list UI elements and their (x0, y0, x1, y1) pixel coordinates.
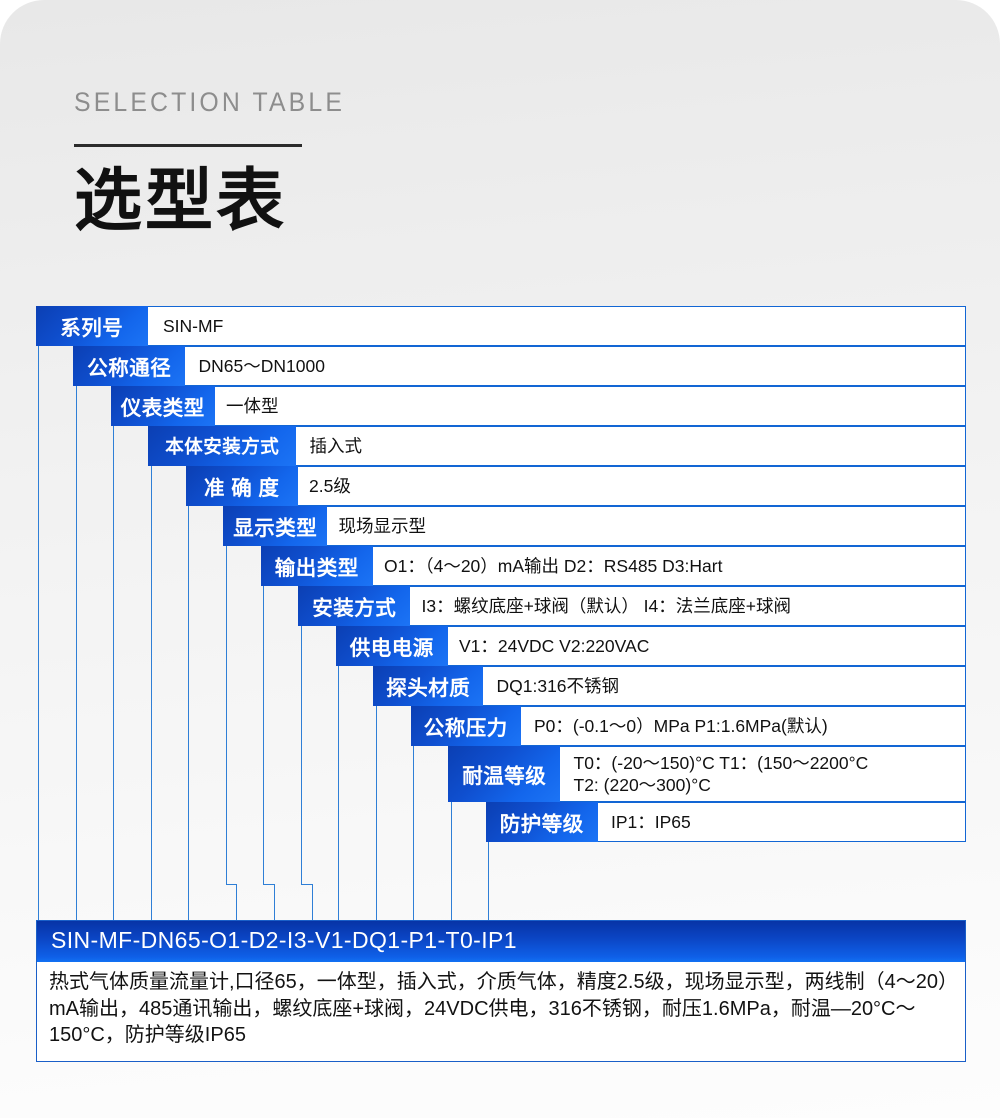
page-header: SELECTION TABLE 选型表 (74, 87, 494, 239)
connector-line (375, 706, 377, 920)
row-label[interactable]: 系列号 (35, 305, 148, 346)
summary-description: 热式气体质量流量计,口径65，一体型，插入式，介质气体，精度2.5级，现场显示型… (37, 962, 965, 1061)
table-row: I3：螺纹底座+球阀（默认） I4：法兰底座+球阀 安装方式 (298, 585, 966, 626)
connector-line (225, 546, 227, 884)
connector-line (300, 626, 302, 884)
connector-line (38, 346, 40, 920)
row-value: 2.5级 (309, 475, 351, 496)
row-value: V1：24VDC V2:220VAC (459, 635, 650, 656)
row-label[interactable]: 安装方式 (298, 585, 411, 626)
row-value: O1：（4～20）mA输出 D2：RS485 D3:Hart (384, 555, 723, 576)
row-label[interactable]: 供电电源 (335, 625, 448, 666)
table-row: O1：（4～20）mA输出 D2：RS485 D3:Hart 输出类型 (260, 545, 966, 586)
table-row: DQ1:316不锈钢 探头材质 (373, 665, 966, 706)
connector-line (274, 884, 276, 920)
row-value: 一体型 (226, 395, 279, 416)
table-row: V1：24VDC V2:220VAC 供电电源 (335, 625, 966, 666)
row-value: T0：(-20～150)°C T1：(150～2200°C T2: (220～3… (573, 752, 869, 795)
connector-line (188, 506, 190, 920)
connector-line (75, 386, 77, 920)
header-divider (74, 143, 302, 147)
row-label[interactable]: 防护等级 (485, 801, 598, 842)
row-label[interactable]: 本体安装方式 (148, 425, 297, 466)
row-value: I3：螺纹底座+球阀（默认） I4：法兰底座+球阀 (421, 595, 792, 616)
table-row: DN65～DN1000 公称通径 (73, 345, 966, 386)
page-title: 选型表 (74, 162, 288, 239)
row-label[interactable]: 准 确 度 (185, 465, 298, 506)
row-value: 插入式 (309, 435, 363, 456)
table-row: 现场显示型 显示类型 (223, 505, 966, 546)
table-row: 2.5级准 确 度 (185, 465, 966, 506)
connector-line (150, 466, 152, 920)
row-label[interactable]: 探头材质 (373, 665, 484, 706)
connector-line (236, 884, 238, 920)
connector-elbow (225, 884, 236, 886)
row-value: P0：(-0.1～0）MPa P1:1.6MPa(默认) (534, 715, 828, 736)
table-row: IP1：IP65 防护等级 (485, 801, 966, 842)
connector-line (311, 884, 313, 920)
table-row: P0：(-0.1～0）MPa P1:1.6MPa(默认) 公称压力 (410, 705, 966, 746)
row-label[interactable]: 公称通径 (73, 345, 186, 386)
connector-line (263, 586, 265, 884)
table-row: SIN-MF 系列号 (35, 305, 966, 346)
table-row: T0：(-20～150)°C T1：(150～2200°C T2: (220～3… (448, 745, 966, 802)
table-row: 一体型 仪表类型 (110, 385, 966, 426)
row-label[interactable]: 仪表类型 (110, 385, 215, 426)
row-value: DN65～DN1000 (198, 355, 325, 376)
row-value: DQ1:316不锈钢 (496, 675, 620, 696)
row-label[interactable]: 耐温等级 (448, 745, 561, 802)
connector-line (413, 746, 415, 920)
summary-model-code: SIN-MF-DN65-O1-D2-I3-V1-DQ1-P1-T0-IP1 (37, 921, 965, 962)
row-label[interactable]: 显示类型 (223, 505, 328, 546)
row-value: IP1：IP65 (611, 811, 691, 832)
connector-elbow (263, 884, 274, 886)
summary-block: SIN-MF-DN65-O1-D2-I3-V1-DQ1-P1-T0-IP1 热式… (36, 920, 966, 1062)
connector-line (450, 802, 452, 920)
connector-line (338, 666, 340, 920)
row-value: 现场显示型 (338, 515, 427, 536)
table-row: 插入式 本体安装方式 (148, 425, 966, 466)
connector-elbow (300, 884, 312, 886)
page-eyebrow: SELECTION TABLE (74, 87, 346, 117)
connector-line (488, 842, 490, 920)
row-label[interactable]: 输出类型 (260, 545, 373, 586)
row-label[interactable]: 公称压力 (410, 705, 521, 746)
row-value: SIN-MF (163, 315, 224, 336)
connector-line (113, 426, 115, 920)
